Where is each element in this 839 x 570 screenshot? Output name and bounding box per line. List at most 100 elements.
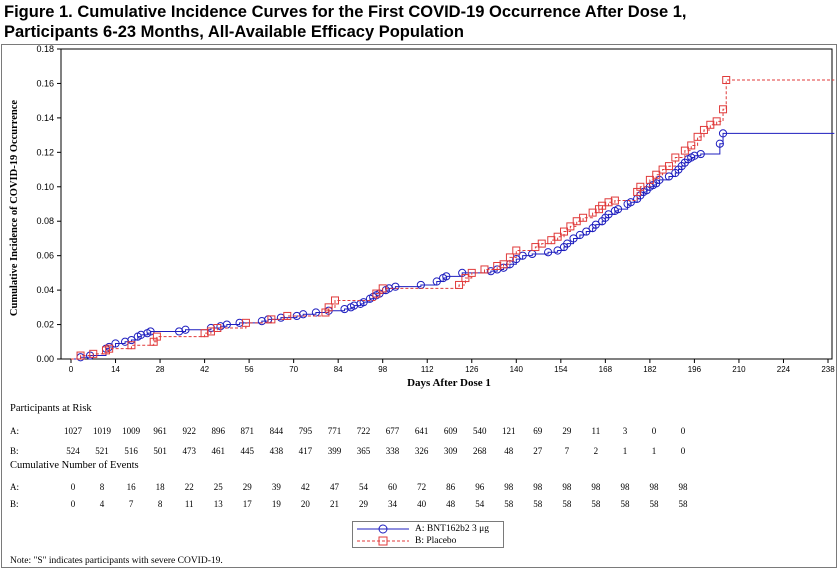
risk-table-cell: 1027 <box>64 426 82 436</box>
series-a-point <box>518 251 527 260</box>
risk-table-cell: 27 <box>533 446 543 456</box>
events-table-cell: 58 <box>591 499 601 509</box>
series-a-point <box>715 139 724 148</box>
series-a-point <box>442 272 451 281</box>
series-b-point <box>610 196 619 205</box>
events-table-cell: 72 <box>417 482 427 492</box>
series-a-point <box>276 313 286 322</box>
legend-item-bnt162b2: A: BNT162b2 3 μg <box>353 523 503 535</box>
series-b-point <box>645 175 654 184</box>
series-b-point <box>652 170 661 179</box>
risk-table-cell: 438 <box>269 446 284 456</box>
series-a-point <box>591 220 600 229</box>
series-b-point <box>213 324 222 332</box>
risk-table-cell: 3 <box>622 426 628 436</box>
series-b-point <box>76 351 85 360</box>
risk-table-cell: 521 <box>95 446 109 456</box>
events-table-cell: 58 <box>504 499 514 509</box>
x-tick-label: 140 <box>510 365 524 374</box>
events-table-cell: 19 <box>271 499 281 509</box>
series-b-point <box>480 265 489 274</box>
series-b-point <box>566 222 575 231</box>
events-table-cell: 39 <box>271 482 281 492</box>
series-a-point <box>626 198 635 207</box>
risk-table-cell: 1019 <box>93 426 112 436</box>
series-b-point <box>461 274 470 283</box>
events-table-cell: 40 <box>417 499 427 509</box>
legend-swatch-square-icon <box>357 536 409 546</box>
series-a-point <box>696 149 705 159</box>
series-b-point <box>560 227 569 236</box>
events-table-title: Cumulative Number of Events <box>10 460 139 471</box>
risk-table-cell: 48 <box>504 446 514 456</box>
series-a-point <box>664 172 674 181</box>
risk-table-cell: 871 <box>240 426 255 436</box>
risk-table-row-label: B: <box>10 446 19 456</box>
events-table-cell: 4 <box>99 499 105 509</box>
x-tick-label: 56 <box>245 365 254 374</box>
events-table-cell: 34 <box>388 499 398 509</box>
risk-table-cell: 922 <box>182 426 196 436</box>
series-a-point <box>359 298 368 307</box>
events-table-cell: 98 <box>649 482 659 492</box>
events-table-cell: 29 <box>359 499 368 509</box>
series-a-point <box>575 230 585 240</box>
risk-table-cell: 896 <box>211 426 226 436</box>
series-a-point <box>604 210 613 219</box>
y-tick-label: 0.06 <box>36 251 54 261</box>
series-b-point <box>241 318 250 327</box>
series-b-point <box>200 329 209 338</box>
risk-table-cell: 0 <box>680 426 686 436</box>
x-tick-label: 112 <box>421 365 434 374</box>
y-tick-label: 0.04 <box>36 285 54 295</box>
risk-table-cell: 540 <box>472 426 487 436</box>
risk-table-cell: 795 <box>298 426 313 436</box>
events-table-cell: 58 <box>678 499 688 509</box>
series-a-point <box>111 339 120 348</box>
series-b-point <box>553 232 562 241</box>
events-table-cell: 58 <box>562 499 572 509</box>
y-tick-label: 0.10 <box>36 182 54 192</box>
series-b-point <box>493 262 502 270</box>
y-tick-label: 0.16 <box>36 78 54 88</box>
series-a-point <box>582 227 591 236</box>
x-tick-label: 196 <box>688 365 702 374</box>
risk-table-title: Participants at Risk <box>10 403 92 414</box>
events-table-cell: 98 <box>678 482 688 492</box>
legend-swatch-circle-icon <box>357 524 409 534</box>
x-tick-label: 42 <box>200 365 209 374</box>
series-b-point <box>499 260 508 269</box>
events-table-cell: 86 <box>446 482 456 492</box>
events-table-cell: 25 <box>213 482 223 492</box>
risk-table-cell: 399 <box>327 446 342 456</box>
events-table-cell: 17 <box>242 499 252 509</box>
events-table-cell: 98 <box>591 482 601 492</box>
series-line-b <box>71 79 835 360</box>
risk-table-cell: 29 <box>562 426 572 436</box>
events-table-cell: 96 <box>475 482 485 492</box>
series-b-point <box>604 198 613 207</box>
events-table-cell: 47 <box>329 482 339 492</box>
y-axis-label: Cumulative Incidence of COVID-19 Occurre… <box>9 100 20 317</box>
series-a-point <box>553 246 562 255</box>
events-table-cell: 13 <box>213 499 223 509</box>
series-a-point <box>432 277 441 286</box>
risk-table-cell: 641 <box>414 426 429 436</box>
series-b-point <box>699 125 708 134</box>
series-b-point <box>719 105 728 114</box>
series-b-point <box>537 239 546 248</box>
series-b-point <box>372 289 381 298</box>
series-a-point <box>544 248 553 257</box>
series-b-point <box>267 315 276 324</box>
events-table-cell: 58 <box>620 499 630 509</box>
legend-item-placebo: B: Placebo <box>353 535 503 547</box>
series-b-point <box>664 162 673 171</box>
y-tick-label: 0.12 <box>36 147 54 157</box>
risk-table-cell: 326 <box>414 446 429 456</box>
series-b-point <box>636 182 645 191</box>
risk-table-cell: 1009 <box>122 426 141 436</box>
series-b-point <box>127 341 136 350</box>
events-table-cell: 8 <box>157 499 163 509</box>
risk-table-cell: 473 <box>182 446 196 456</box>
x-tick-label: 84 <box>334 365 343 374</box>
